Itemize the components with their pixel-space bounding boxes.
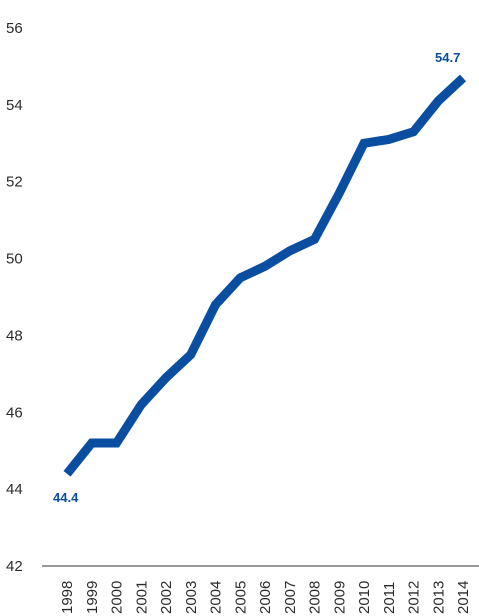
y-tick-label: 52 [6,174,23,191]
y-tick-label: 46 [6,404,23,421]
y-tick-label: 50 [6,251,23,268]
data-label: 54.7 [435,50,460,65]
data-labels: 44.4 54.7 [53,50,460,505]
y-tick-label: 54 [6,97,23,114]
x-tick-label: 1998 [59,581,76,614]
x-tick-label: 2011 [381,582,398,614]
x-tick-label: 2013 [430,581,447,614]
y-tick-label: 44 [6,481,23,498]
x-tick-label: 2007 [282,581,299,614]
y-tick-label: 42 [6,558,23,575]
x-tick-label: 2012 [406,581,423,614]
x-tick-label: 2010 [356,581,373,614]
y-axis-tick-labels: 42 44 46 48 50 52 54 56 [6,20,23,575]
y-tick-label: 56 [6,20,23,37]
x-tick-label: 1999 [84,581,101,614]
x-tick-label: 2006 [257,581,274,614]
x-tick-label: 2005 [232,581,249,614]
x-tick-label: 2001 [133,581,150,614]
data-label: 44.4 [53,490,79,505]
x-tick-label: 2004 [208,581,225,614]
x-axis-tick-labels: 1998 1999 2000 2001 2002 2003 2004 2005 2006 2007… [59,581,472,614]
x-tick-label: 2014 [455,581,472,614]
x-tick-label: 2008 [307,581,324,614]
x-tick-label: 2002 [158,581,175,614]
x-tick-label: 2003 [183,581,200,614]
x-tick-label: 2000 [109,581,126,614]
y-tick-label: 48 [6,327,23,344]
x-tick-label: 2009 [331,581,348,614]
series-line [63,74,467,477]
